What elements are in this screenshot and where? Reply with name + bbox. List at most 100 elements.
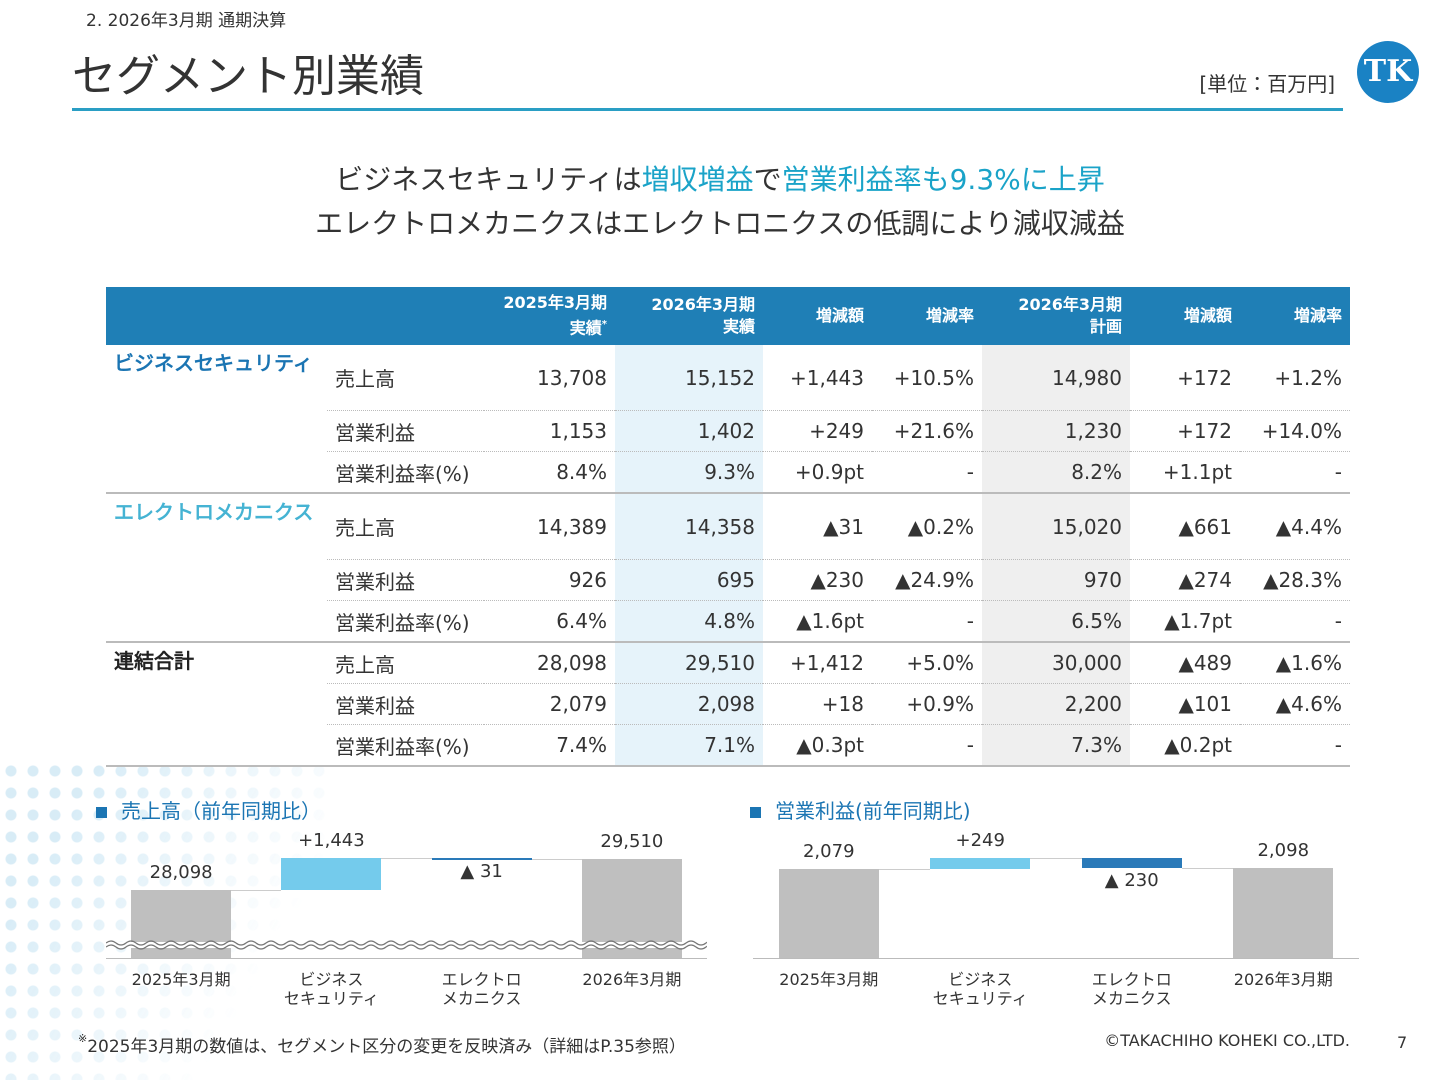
table-cell: -	[872, 600, 982, 643]
row-label: 営業利益率(%)	[327, 600, 484, 643]
table-cell: +18	[763, 683, 872, 725]
table-cell: ▲101	[1130, 683, 1240, 725]
table-cell: -	[1240, 451, 1350, 494]
table-cell: 14,389	[484, 493, 615, 560]
header-text: 増減額	[815, 306, 864, 325]
table-cell: 695	[615, 559, 763, 601]
table-cell: ▲28.3%	[1240, 559, 1350, 601]
baseline	[753, 958, 1359, 959]
headline-line: ビジネスセキュリティは増収増益で営業利益率も9.3%に上昇	[0, 158, 1440, 202]
group-name: ビジネスセキュリティ	[106, 345, 327, 494]
table-cell: +1.2%	[1240, 345, 1350, 411]
table-cell: 7.4%	[484, 724, 615, 767]
title-square	[750, 807, 761, 818]
table-cell: +1,443	[763, 345, 872, 411]
table-row: ビジネスセキュリティ 売上高 13,708 15,152 +1,443 +10.5% 14,…	[106, 345, 1350, 494]
headline-text: 増収増益	[641, 163, 754, 196]
table-cell: 8.4%	[484, 451, 615, 494]
table-cell: 6.4%	[484, 600, 615, 643]
table-cell: 1,230	[982, 410, 1130, 452]
table-cell: +21.6%	[872, 410, 982, 452]
table-cell: ▲274	[1130, 559, 1240, 601]
header-cell	[327, 287, 484, 345]
value-label: ▲ 230	[1104, 869, 1159, 891]
table-row: 営業利益率(%) 6.4% 4.8% ▲1.6pt -6.5% ▲1.7pt -	[106, 600, 1350, 643]
header-cell: 増減額	[763, 287, 872, 345]
header-text: 2026年3月期 計画	[1018, 295, 1122, 336]
table-row: 営業利益 926 695 ▲230 ▲24.9% 970 ▲274 ▲28.3%	[106, 559, 1350, 601]
table-cell: 1,153	[484, 410, 615, 452]
table-cell: +14.0%	[1240, 410, 1350, 452]
table-cell: 9.3%	[615, 451, 763, 494]
table-cell: ▲31	[763, 493, 872, 560]
table-cell: 14,980	[982, 345, 1130, 411]
group-name: エレクトロメカニクス	[106, 493, 327, 643]
chart-title-text: 営業利益(前年同期比)	[775, 799, 971, 823]
table-cell: 7.1%	[615, 724, 763, 767]
bar	[1081, 858, 1182, 868]
table-cell: ▲661	[1130, 493, 1240, 560]
table-cell: ▲230	[763, 559, 872, 601]
slide-title: セグメント別業績	[72, 51, 424, 102]
table-cell: +0.9pt	[763, 451, 872, 494]
logo: TK	[1357, 41, 1419, 103]
table-cell: +172	[1130, 410, 1240, 452]
table-cell: +172	[1130, 345, 1240, 411]
table-row: 連結合計 売上高 28,098 29,510 +1,412 +5.0% 30,000 ▲489…	[106, 642, 1350, 767]
table-cell: ▲489	[1130, 642, 1240, 684]
value-label: 2,079	[802, 840, 855, 862]
value-label: +1,443	[298, 830, 365, 851]
table-cell: ▲4.4%	[1240, 493, 1350, 560]
row-label: 営業利益	[327, 410, 484, 452]
bar	[431, 858, 532, 860]
table-cell: 4.8%	[615, 600, 763, 643]
copyright: ©TAKACHIHO KOHEKI CO.,LTD.	[1104, 1031, 1350, 1050]
table-cell: +1,412	[763, 642, 872, 684]
table-cell: -	[1240, 600, 1350, 643]
table-cell: 30,000	[982, 642, 1130, 684]
header-cell: 2025年3月期 実績*	[484, 287, 615, 345]
table-cell: 926	[484, 559, 615, 601]
header-text: 増減率	[1293, 306, 1342, 325]
table-row: 営業利益率(%) 8.4% 9.3% +0.9pt -8.2% +1.1pt -	[106, 451, 1350, 494]
row-label: 売上高	[327, 642, 484, 684]
header-text: 増減額	[1183, 306, 1232, 325]
table-cell: 14,358	[615, 493, 763, 560]
table-cell: -	[1240, 724, 1350, 767]
category-label: エレクトロ メカニクス	[441, 970, 522, 1008]
row-label: 営業利益率(%)	[327, 724, 484, 767]
header-text: 2026年3月期 実績	[651, 295, 755, 336]
value-label: 29,510	[600, 830, 664, 852]
table-cell: 28,098	[484, 642, 615, 684]
headline-text: エレクトロメカニクスはエレクトロニクスの低調により減収減益	[315, 207, 1125, 240]
category-label: 2025年3月期	[779, 970, 879, 989]
table-cell: -	[872, 724, 982, 767]
header-cell: 2026年3月期 計画	[982, 287, 1130, 345]
baseline	[106, 958, 707, 959]
table-cell: 6.5%	[982, 600, 1130, 643]
table-cell: 13,708	[484, 345, 615, 411]
header-row: 2025年3月期 実績* 2026年3月期 実績 増減額 増減率 2026年3月期 計画…	[106, 287, 1350, 345]
category-label: ビジネス セキュリティ	[932, 970, 1028, 1008]
chart-title: 売上高（前年同期比）	[96, 795, 321, 824]
header-cell: 2026年3月期 実績	[615, 287, 763, 345]
table-cell: ▲24.9%	[872, 559, 982, 601]
connector	[231, 890, 282, 892]
header-note-mark: *	[601, 319, 607, 331]
header-cell	[106, 287, 327, 345]
row-label: 売上高	[327, 345, 484, 411]
value-label: 28,098	[149, 862, 213, 884]
table-cell: ▲0.2pt	[1130, 724, 1240, 767]
title-square	[96, 807, 107, 818]
category-label: ビジネス セキュリティ	[283, 970, 379, 1008]
table-cell: ▲1.7pt	[1130, 600, 1240, 643]
footnote: ※2025年3月期の数値は、セグメント区分の変更を反映済み（詳細はP.35参照）	[78, 1032, 686, 1057]
bar	[1233, 867, 1334, 958]
headline-text: で	[753, 163, 782, 196]
table-cell: +0.9%	[872, 683, 982, 725]
row-label: 営業利益	[327, 559, 484, 601]
table-cell: ▲0.2%	[872, 493, 982, 560]
header-text: 2025年3月期 実績	[503, 293, 607, 338]
chart-title-text: 売上高（前年同期比）	[121, 799, 321, 823]
table-cell: -	[872, 451, 982, 494]
